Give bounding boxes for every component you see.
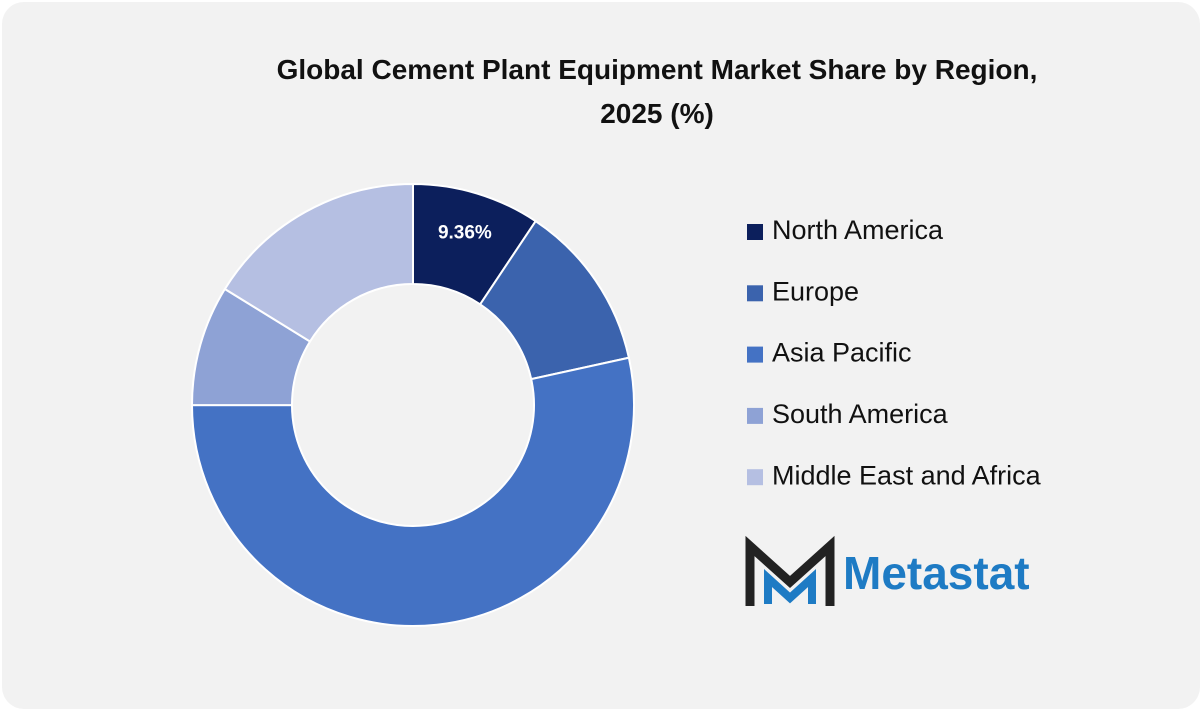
legend-label: Asia Pacific — [772, 338, 912, 368]
legend-swatch — [747, 469, 763, 486]
donut-slice — [190, 356, 635, 628]
donut-slice — [223, 182, 414, 343]
chart-title: Global Cement Plant Equipment Market Sha… — [277, 54, 1038, 129]
legend-label: North America — [772, 215, 944, 245]
legend-swatch — [747, 407, 763, 424]
legend-swatch — [747, 285, 763, 302]
legend-label: Europe — [772, 276, 859, 306]
logo-icon — [745, 535, 835, 606]
legend-swatch — [747, 224, 763, 240]
legend-label: South America — [772, 399, 949, 429]
legend-swatch — [747, 346, 763, 363]
legend-label: Middle East and Africa — [772, 460, 1042, 490]
logo-text: Metastat — [843, 547, 1030, 599]
data-label: 9.36% — [438, 223, 492, 244]
